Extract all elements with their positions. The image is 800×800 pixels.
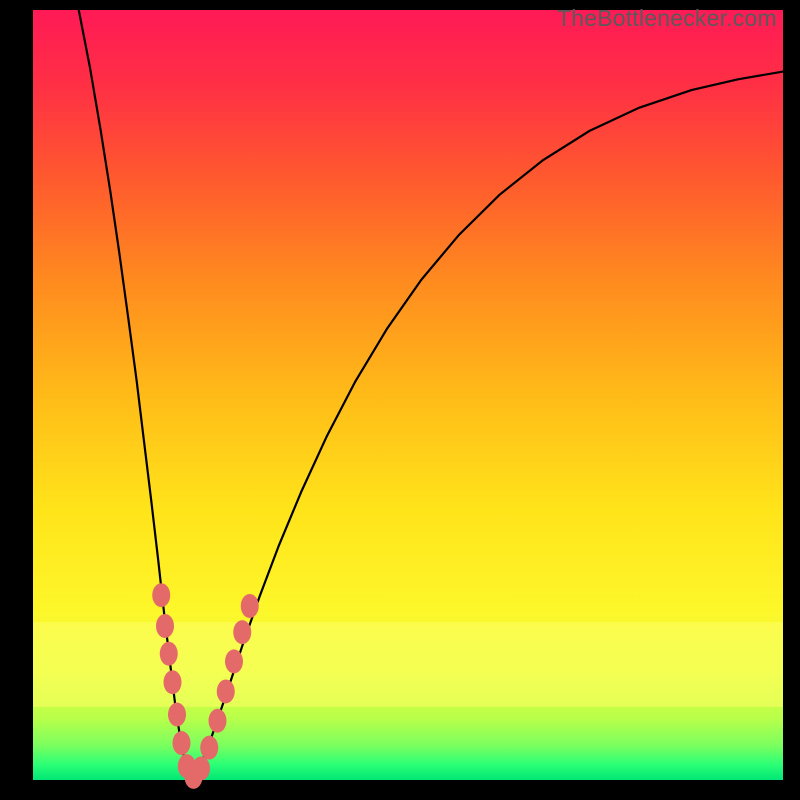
watermark-text: TheBottlenecker.com: [557, 5, 777, 32]
marker-point: [168, 703, 186, 727]
marker-point: [217, 679, 235, 703]
marker-point: [160, 642, 178, 666]
marker-point: [241, 594, 259, 618]
marker-point: [209, 709, 227, 733]
highlight-band: [33, 622, 783, 707]
bottleneck-chart: [0, 0, 800, 800]
marker-point: [233, 620, 251, 644]
marker-point: [192, 756, 210, 780]
marker-point: [164, 670, 182, 694]
marker-point: [225, 649, 243, 673]
marker-point: [200, 736, 218, 760]
marker-point: [173, 731, 191, 755]
marker-point: [152, 583, 170, 607]
marker-point: [156, 614, 174, 638]
chart-frame: TheBottlenecker.com: [0, 0, 800, 800]
